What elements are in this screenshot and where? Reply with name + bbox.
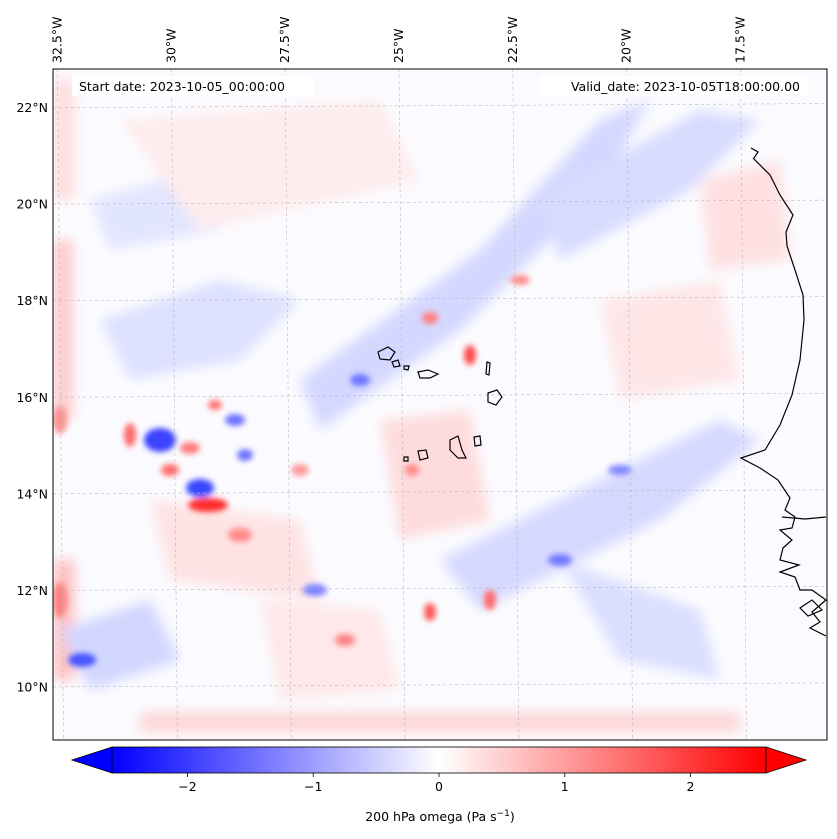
latitude-tick-label: 16°N — [16, 390, 48, 405]
valid-date-box — [539, 76, 808, 96]
longitude-tick-label: 32.5°W — [50, 17, 65, 63]
latitude-tick-label: 18°N — [16, 293, 48, 308]
island-boa-vista — [487, 389, 503, 406]
colorbar-label: 200 hPa omega (Pa s−1) — [365, 809, 515, 824]
meridian-gridline — [512, 69, 520, 740]
island-santa-luzia — [403, 365, 410, 371]
longitude-tick-label: 30°W — [163, 28, 178, 63]
latitude-tick-label: 22°N — [16, 100, 48, 115]
longitude-labels: 32.5°W 30°W 27.5°W 25°W 22.5°W 20°W 17.5°W — [50, 17, 748, 63]
colorbar-tick-label: 0 — [435, 779, 443, 794]
latitude-tick-label: 10°N — [16, 679, 48, 694]
colorbar-tick-label: −2 — [178, 779, 196, 794]
map-frame — [52, 68, 828, 741]
island-sao-nicolau — [417, 369, 440, 379]
island-maio — [473, 435, 482, 447]
meridian-gridline — [626, 69, 633, 740]
gambia-inlet — [781, 516, 827, 520]
island-sao-vicente — [391, 359, 401, 368]
omega-field — [53, 80, 790, 732]
colorbar-tick-label: 1 — [561, 779, 569, 794]
cape-verde-islands — [377, 346, 503, 462]
africa-coastline — [739, 157, 827, 637]
latitude-tick-label: 12°N — [16, 583, 48, 598]
colorbar: −2 −1 0 1 2 200 hPa omega (Pa s−1) — [70, 746, 808, 824]
latitude-tick-label: 14°N — [16, 486, 48, 501]
start-date-label: Start date: 2023-10-05_00:00:00 — [79, 79, 285, 94]
colorbar-high-extension — [765, 746, 808, 774]
colorbar-tick-label: −1 — [304, 779, 322, 794]
meridian-gridline — [398, 69, 406, 740]
latitude-tick-label: 20°N — [16, 197, 48, 212]
island-fogo — [417, 449, 429, 461]
meridian-gridline — [171, 69, 178, 740]
island-brava — [403, 456, 409, 462]
island-santiago — [449, 435, 467, 459]
latitude-labels: 22°N 20°N 18°N 16°N 14°N 12°N 10°N — [16, 100, 48, 694]
gridlines — [53, 69, 827, 740]
map-area: Start date: 2023-10-05_00:00:00 Valid_da… — [53, 69, 827, 740]
meridian-gridline — [284, 69, 292, 740]
longitude-tick-label: 22.5°W — [505, 17, 520, 63]
meridian-gridline — [57, 69, 64, 740]
colorbar-body — [111, 746, 767, 774]
island-sal — [485, 361, 491, 376]
island-santo-antao — [377, 346, 396, 361]
longitude-tick-label: 17.5°W — [732, 17, 747, 63]
colorbar-ticks: −2 −1 0 1 2 — [178, 773, 695, 794]
start-date-box — [72, 76, 314, 96]
colorbar-low-extension — [70, 746, 113, 774]
valid-date-label: Valid_date: 2023-10-05T18:00:00.00 — [571, 79, 800, 94]
coastlines — [739, 147, 827, 637]
longitude-tick-label: 27.5°W — [277, 17, 292, 63]
longitude-tick-label: 25°W — [391, 28, 406, 63]
coast-fragment — [799, 599, 824, 617]
colorbar-tick-label: 2 — [687, 779, 695, 794]
longitude-tick-label: 20°W — [619, 28, 634, 63]
coast-fragment — [750, 147, 759, 159]
meridian-gridline — [740, 69, 747, 740]
